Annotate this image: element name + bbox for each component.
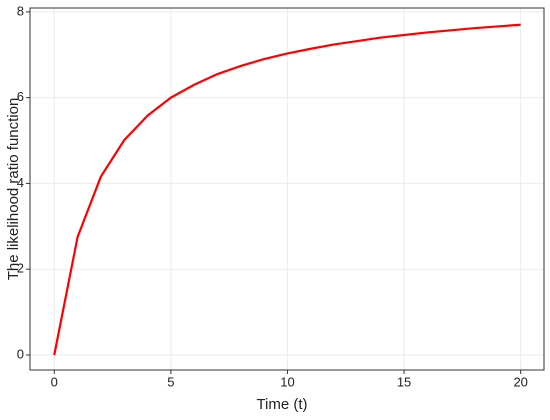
y-tick-label: 2	[17, 261, 24, 276]
y-axis-label: The likelihood ratio function	[5, 98, 22, 281]
y-tick-label: 6	[17, 89, 24, 104]
x-tick-label: 15	[397, 374, 411, 389]
y-tick-label: 0	[17, 346, 24, 361]
y-tick-label: 8	[17, 3, 24, 18]
line	[53, 23, 521, 356]
x-tick-label: 10	[280, 374, 294, 389]
x-tick-label: 0	[51, 374, 58, 389]
x-tick-label: 5	[167, 374, 174, 389]
y-tick-label: 4	[17, 175, 24, 190]
panel-border	[29, 7, 545, 371]
x-tick-label: 20	[513, 374, 527, 389]
x-axis-label: Time (t)	[256, 396, 307, 413]
